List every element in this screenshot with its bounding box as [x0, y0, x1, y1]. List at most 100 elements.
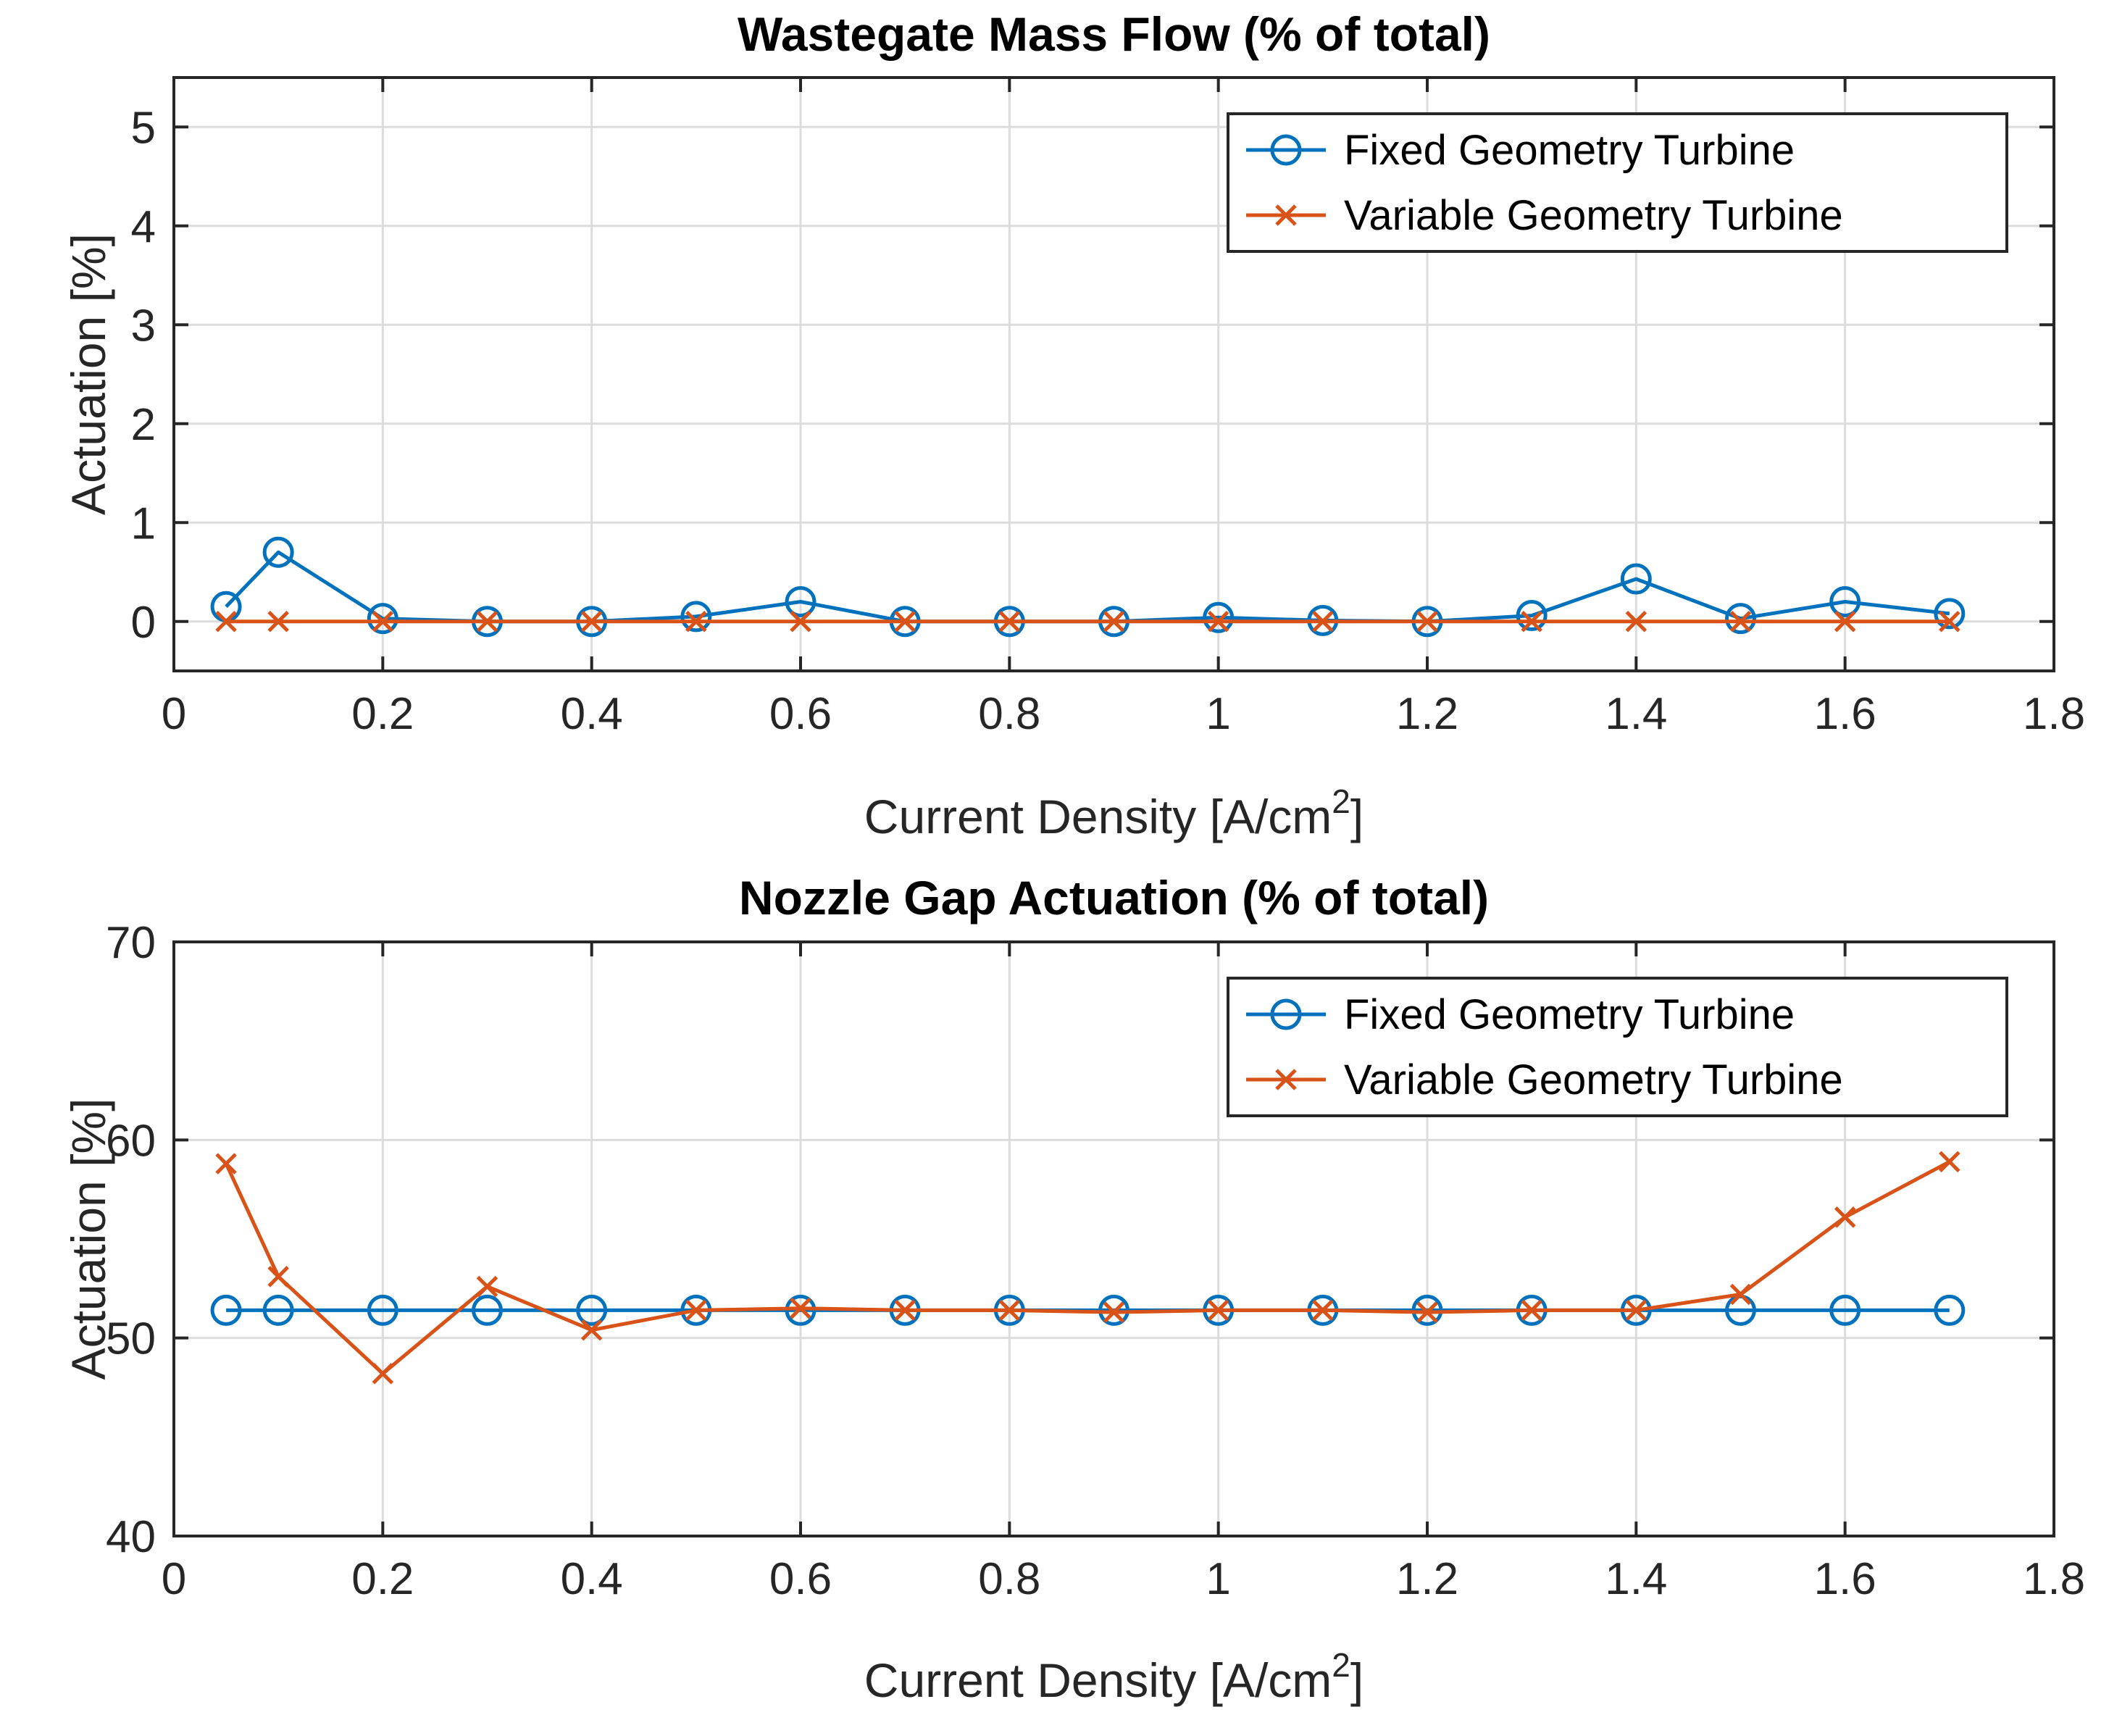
data-point-variable [372, 1363, 394, 1385]
series-variable [215, 610, 1960, 633]
chart-title: Nozzle Gap Actuation (% of total) [739, 871, 1489, 925]
legend-label-fixed: Fixed Geometry Turbine [1344, 991, 1795, 1038]
legend-marker-variable [1275, 204, 1297, 226]
data-point-fixed [1829, 1294, 1861, 1326]
x-axis-label-end: ] [1350, 1653, 1363, 1707]
data-point-fixed [262, 1294, 294, 1326]
y-tick-label: 70 [106, 918, 156, 968]
x-tick-label: 0.8 [978, 1554, 1040, 1604]
data-point-variable [685, 610, 707, 633]
data-point-fixed [1934, 598, 1966, 630]
data-point-variable [790, 610, 811, 633]
x-tick-label: 0.2 [351, 689, 414, 739]
chart-2: 0 0.2 0.4 0.6 0.8 1 1.2 1.4 1.6 1.8 40 50 60 70 Nozzle… [62, 871, 2085, 1707]
x-tick-label: 0.6 [769, 1554, 832, 1604]
data-point-variable [1521, 1299, 1542, 1322]
axes-box [172, 76, 2055, 672]
x-axis-label-sup: 2 [1332, 783, 1350, 820]
data-point-variable [1521, 610, 1542, 633]
legend-label-variable: Variable Geometry Turbine [1344, 1056, 1843, 1103]
legend-label-variable: Variable Geometry Turbine [1344, 192, 1843, 239]
data-point-fixed [367, 603, 398, 635]
series-fixed [210, 1294, 1966, 1326]
legend-marker-variable [1275, 1069, 1297, 1090]
data-point-fixed [472, 1294, 503, 1326]
data-point-variable [1312, 610, 1334, 633]
x-tick-label: 1 [1206, 689, 1230, 739]
data-point-variable [1625, 1299, 1647, 1322]
axes-box [172, 940, 2055, 1537]
x-axis-label-end: ] [1350, 790, 1363, 843]
data-point-fixed [1934, 1294, 1966, 1326]
x-tick-label: 0.2 [351, 1554, 414, 1604]
x-tick-label: 0.4 [561, 1554, 623, 1604]
y-tick-label: 3 [131, 301, 156, 351]
data-point-variable [476, 610, 498, 633]
legend-label-fixed: Fixed Geometry Turbine [1344, 127, 1795, 174]
x-axis-label: Current Density [A/cm2] [864, 783, 1363, 843]
data-point-variable [580, 610, 603, 633]
chart-1: 0 0.2 0.4 0.6 0.8 1 1.2 1.4 1.6 1.8 0 1 2 3 4 5 Wastegat… [62, 7, 2085, 843]
data-point-variable [894, 1299, 916, 1322]
data-point-variable [1207, 1299, 1229, 1322]
x-tick-label: 0.6 [769, 689, 832, 739]
y-tick-label: 50 [106, 1314, 156, 1364]
series-variable [215, 1151, 1960, 1385]
x-tick-label: 1.6 [1814, 1554, 1876, 1604]
x-tick-label: 1.2 [1396, 1554, 1458, 1604]
legend: Fixed Geometry Turbine Variable Geometry … [1227, 112, 2008, 253]
data-point-fixed [680, 601, 712, 633]
data-point-fixed [1516, 600, 1548, 632]
y-tick-label: 40 [106, 1512, 156, 1562]
data-point-variable [1416, 1301, 1438, 1323]
legend-marker-fixed [1270, 998, 1302, 1030]
data-point-variable [1939, 610, 1960, 633]
data-point-fixed [210, 1294, 242, 1326]
y-tick-label: 5 [131, 103, 156, 153]
data-point-variable [1103, 1301, 1125, 1323]
data-point-variable [267, 1266, 289, 1288]
x-tick-label: 0.8 [978, 689, 1040, 739]
data-point-variable [476, 1275, 498, 1298]
chart-title: Wastegate Mass Flow (% of total) [738, 7, 1490, 61]
data-point-variable [215, 1153, 237, 1174]
y-tick-label: 60 [106, 1116, 156, 1166]
data-point-fixed [262, 536, 294, 568]
data-point-fixed [1620, 563, 1652, 595]
data-point-fixed [367, 1294, 398, 1326]
legend-box [1227, 112, 2008, 253]
legend-marker-fixed [1270, 134, 1302, 166]
y-tick-label: 1 [131, 498, 156, 548]
data-point-variable [267, 610, 289, 633]
y-tick-label: 0 [131, 598, 156, 648]
data-point-variable [1834, 610, 1856, 633]
x-tick-label: 0.4 [561, 689, 623, 739]
legend-box [1227, 977, 2008, 1117]
data-point-variable [1729, 610, 1752, 633]
data-point-variable [1416, 610, 1438, 633]
x-tick-label: 1.2 [1396, 689, 1458, 739]
data-point-variable [998, 1299, 1021, 1322]
data-point-variable [1625, 610, 1647, 633]
data-point-variable [894, 610, 916, 633]
legend: Fixed Geometry Turbine Variable Geometry … [1227, 977, 2008, 1117]
data-point-fixed [1203, 601, 1235, 633]
data-point-variable [1103, 610, 1125, 633]
data-point-fixed [576, 1294, 608, 1326]
data-point-variable [1834, 1206, 1856, 1228]
data-point-variable [215, 610, 237, 633]
data-point-fixed [1829, 585, 1861, 617]
x-axis-label-main: Current Density [A/cm [864, 790, 1332, 843]
x-tick-label: 1.8 [2023, 689, 2085, 739]
data-point-fixed [785, 585, 817, 617]
data-point-variable [790, 1297, 811, 1319]
y-tick-label: 2 [131, 400, 156, 450]
y-axis-label: Actuation [%] [62, 233, 115, 515]
y-axis-label: Actuation [%] [62, 1098, 115, 1380]
x-tick-label: 1.4 [1605, 689, 1667, 739]
data-point-variable [372, 610, 394, 633]
data-point-variable [1729, 1283, 1752, 1306]
x-tick-label: 0 [162, 1554, 186, 1604]
y-tick-label: 4 [131, 202, 156, 252]
